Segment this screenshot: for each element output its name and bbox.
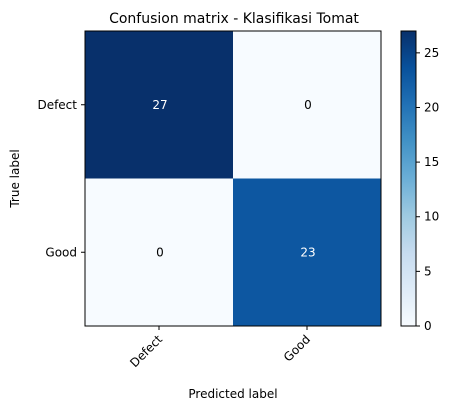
x-axis-ticks: Defect Good xyxy=(127,326,313,370)
colorbar-tick-label: 15 xyxy=(424,155,439,169)
x-tick-label: Good xyxy=(281,332,313,364)
colorbar-tick-label: 25 xyxy=(424,46,439,60)
colorbar xyxy=(400,30,417,327)
heatmap-cells xyxy=(85,31,381,326)
cell-value-label: 23 xyxy=(300,245,315,259)
colorbar-tick-label: 0 xyxy=(424,319,432,333)
heatmap-cell-0-0 xyxy=(85,31,233,179)
cell-value-label: 27 xyxy=(152,98,167,112)
cell-value-label: 0 xyxy=(304,98,312,112)
x-tick-label: Defect xyxy=(127,332,165,370)
y-tick-label: Good xyxy=(45,245,77,259)
x-axis-label: Predicted label xyxy=(188,387,277,401)
y-axis-label: True label xyxy=(8,149,22,208)
chart-title: Confusion matrix - Klasifikasi Tomat xyxy=(109,11,359,27)
y-axis-ticks: Defect Good xyxy=(37,98,85,259)
heatmap-cell-1-1 xyxy=(233,178,381,326)
colorbar-tick-label: 20 xyxy=(424,100,439,114)
heatmap-cell-0-1 xyxy=(233,31,381,179)
heatmap-cell-1-0 xyxy=(85,178,233,326)
y-tick-label: Defect xyxy=(37,98,77,112)
heatmap-cell-labels: 27 0 0 23 xyxy=(152,98,315,260)
colorbar-ticks: 0 5 10 15 20 25 xyxy=(416,46,439,333)
colorbar-tick-label: 10 xyxy=(424,210,439,224)
plot-frame xyxy=(84,30,382,327)
colorbar-tick-label: 5 xyxy=(424,264,432,278)
cell-value-label: 0 xyxy=(156,245,164,259)
